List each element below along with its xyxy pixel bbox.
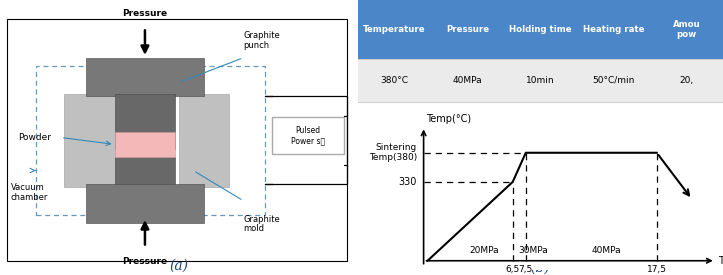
- Bar: [358, 59, 723, 102]
- Text: Vacuum
chamber: Vacuum chamber: [11, 183, 48, 202]
- Text: Heating rate: Heating rate: [583, 25, 644, 34]
- Text: 380°C: 380°C: [380, 76, 408, 85]
- Bar: [86, 58, 204, 96]
- Text: Temperature: Temperature: [363, 25, 426, 34]
- Bar: [114, 132, 176, 157]
- Bar: [431, 0, 504, 59]
- Bar: [64, 94, 114, 187]
- Bar: [577, 0, 650, 59]
- Bar: [36, 66, 265, 214]
- Bar: [114, 157, 176, 184]
- Bar: [86, 184, 204, 223]
- Text: Graphite
mold: Graphite mold: [244, 214, 280, 233]
- Bar: [114, 94, 176, 148]
- Text: 20,: 20,: [680, 76, 693, 85]
- Bar: [504, 0, 577, 59]
- Text: (b): (b): [531, 261, 550, 275]
- Text: Powder: Powder: [18, 133, 51, 142]
- Text: (a): (a): [169, 258, 189, 272]
- Bar: [272, 117, 343, 154]
- Text: Amou
pow: Amou pow: [672, 20, 701, 39]
- Bar: [650, 0, 723, 59]
- Text: 10min: 10min: [526, 76, 555, 85]
- Text: Pressure: Pressure: [122, 257, 168, 266]
- Bar: [7, 19, 347, 261]
- Text: 50°C/min: 50°C/min: [592, 76, 635, 85]
- Text: Pressure: Pressure: [122, 9, 168, 18]
- Bar: [358, 0, 431, 59]
- Text: Graphite
punch: Graphite punch: [244, 31, 280, 50]
- Text: Holding time: Holding time: [509, 25, 572, 34]
- Text: Pulsed
Power sて: Pulsed Power sて: [291, 126, 325, 145]
- Bar: [179, 94, 229, 187]
- Text: 40MPa: 40MPa: [453, 76, 482, 85]
- Text: Pressure: Pressure: [446, 25, 489, 34]
